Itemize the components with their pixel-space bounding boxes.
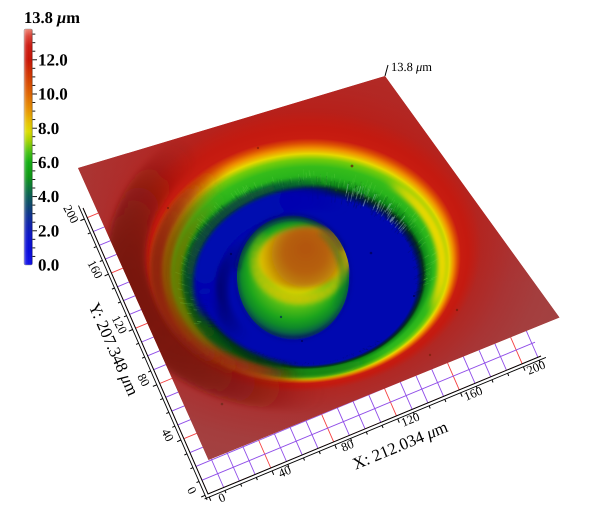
- svg-text:4.0: 4.0: [38, 187, 59, 206]
- svg-text:6.0: 6.0: [38, 153, 59, 172]
- svg-text:8.0: 8.0: [38, 119, 59, 138]
- svg-text:2.0: 2.0: [38, 221, 59, 240]
- svg-text:13.8 μm: 13.8 μm: [24, 8, 80, 27]
- svg-text:13.8 μm: 13.8 μm: [391, 60, 432, 74]
- svg-text:0.0: 0.0: [38, 256, 59, 275]
- svg-text:10.0: 10.0: [38, 85, 68, 104]
- svg-text:12.0: 12.0: [38, 50, 68, 69]
